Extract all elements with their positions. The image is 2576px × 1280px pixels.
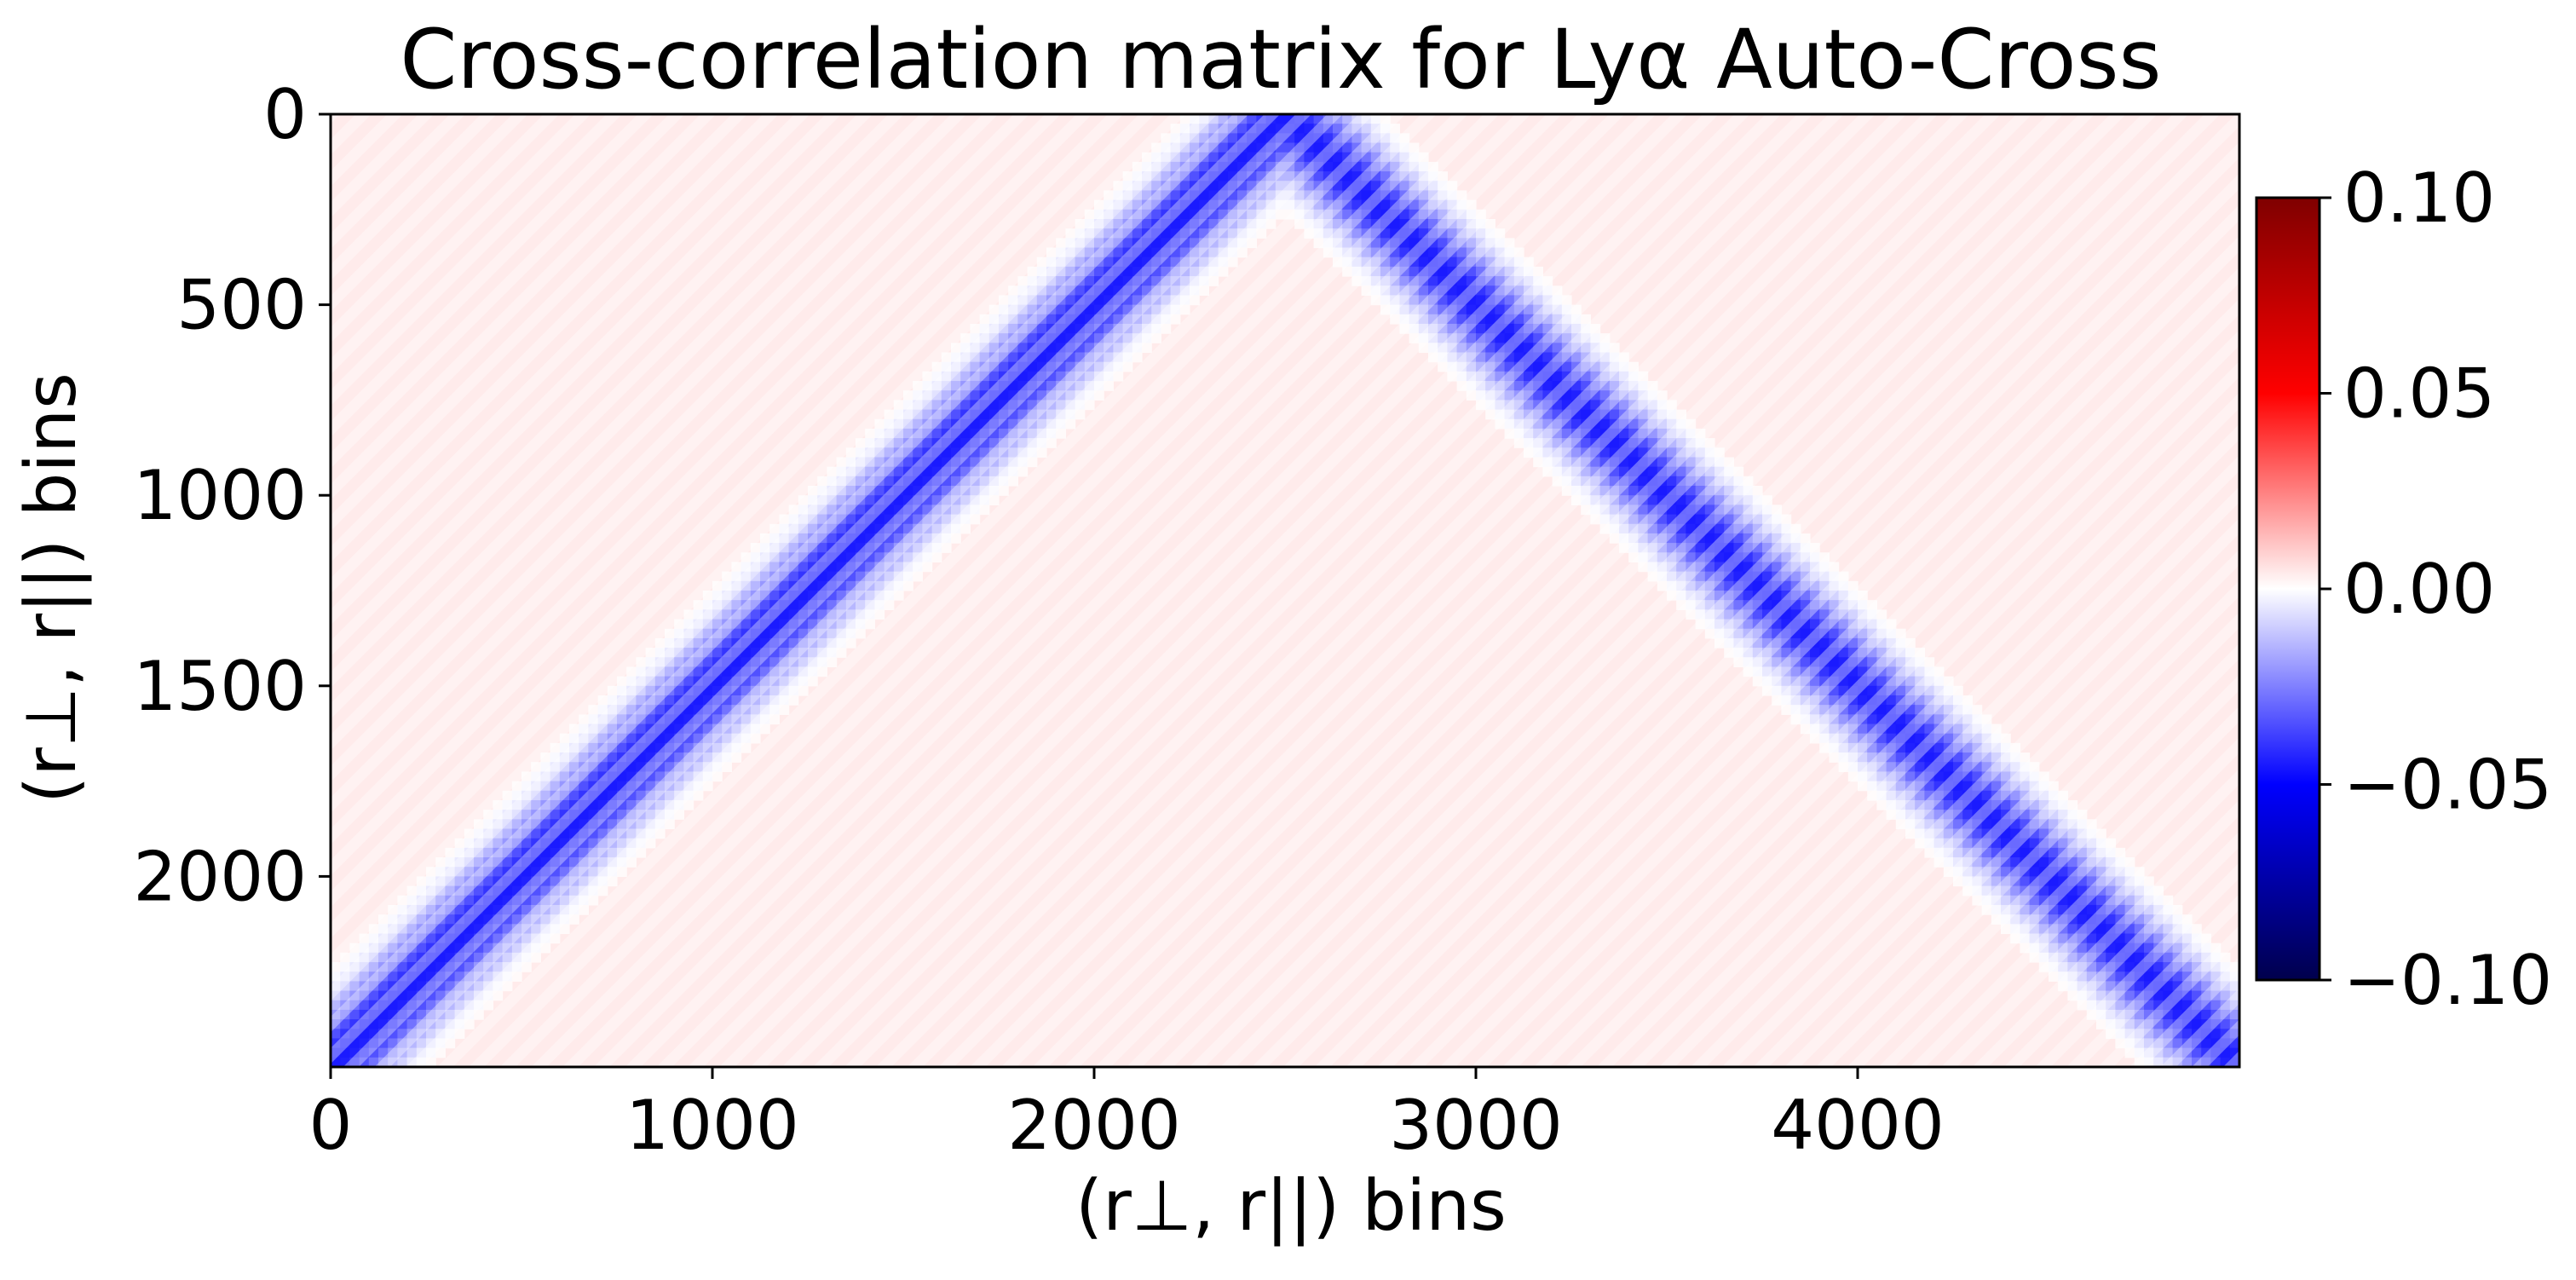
- colorbar-ticks: 0.10 0.05 0.00 −0.05 −0.10: [2320, 159, 2552, 1020]
- colorbar-tick-label: 0.00: [2343, 550, 2495, 629]
- colorbar-tick-label: 0.10: [2343, 159, 2495, 238]
- x-tick-label: 3000: [1389, 1086, 1563, 1165]
- colorbar-tick-label: 0.05: [2343, 355, 2495, 434]
- y-tick-label: 2000: [133, 837, 307, 916]
- x-axis-ticks: 0 1000 2000 3000 4000: [309, 1067, 1945, 1165]
- colorbar: 0.10 0.05 0.00 −0.05 −0.10: [2255, 159, 2552, 1020]
- colorbar-tick-label: −0.10: [2343, 941, 2552, 1020]
- x-tick-label: 2000: [1007, 1086, 1181, 1165]
- colorbar-tick-label: −0.05: [2343, 746, 2552, 825]
- x-tick-label: 0: [309, 1086, 353, 1165]
- y-tick-label: 1000: [133, 456, 307, 535]
- heatmap-plot-area: [331, 114, 2239, 1067]
- heatmap-texture: [331, 114, 2239, 1067]
- chart-title: Cross-correlation matrix for Lyα Auto-Cr…: [400, 12, 2161, 107]
- y-axis-label: (r⊥, r||) bins: [11, 372, 92, 804]
- x-tick-label: 1000: [625, 1086, 799, 1165]
- x-axis-label: (r⊥, r||) bins: [1075, 1166, 1507, 1247]
- y-tick-label: 500: [176, 266, 307, 345]
- y-tick-label: 1500: [133, 647, 307, 726]
- x-tick-label: 4000: [1771, 1086, 1945, 1165]
- y-axis-ticks: 0 500 1000 1500 2000: [133, 75, 331, 916]
- heatmap-frame: [329, 112, 2241, 1069]
- y-tick-label: 0: [263, 75, 307, 154]
- colorbar-gradient: [2255, 196, 2321, 982]
